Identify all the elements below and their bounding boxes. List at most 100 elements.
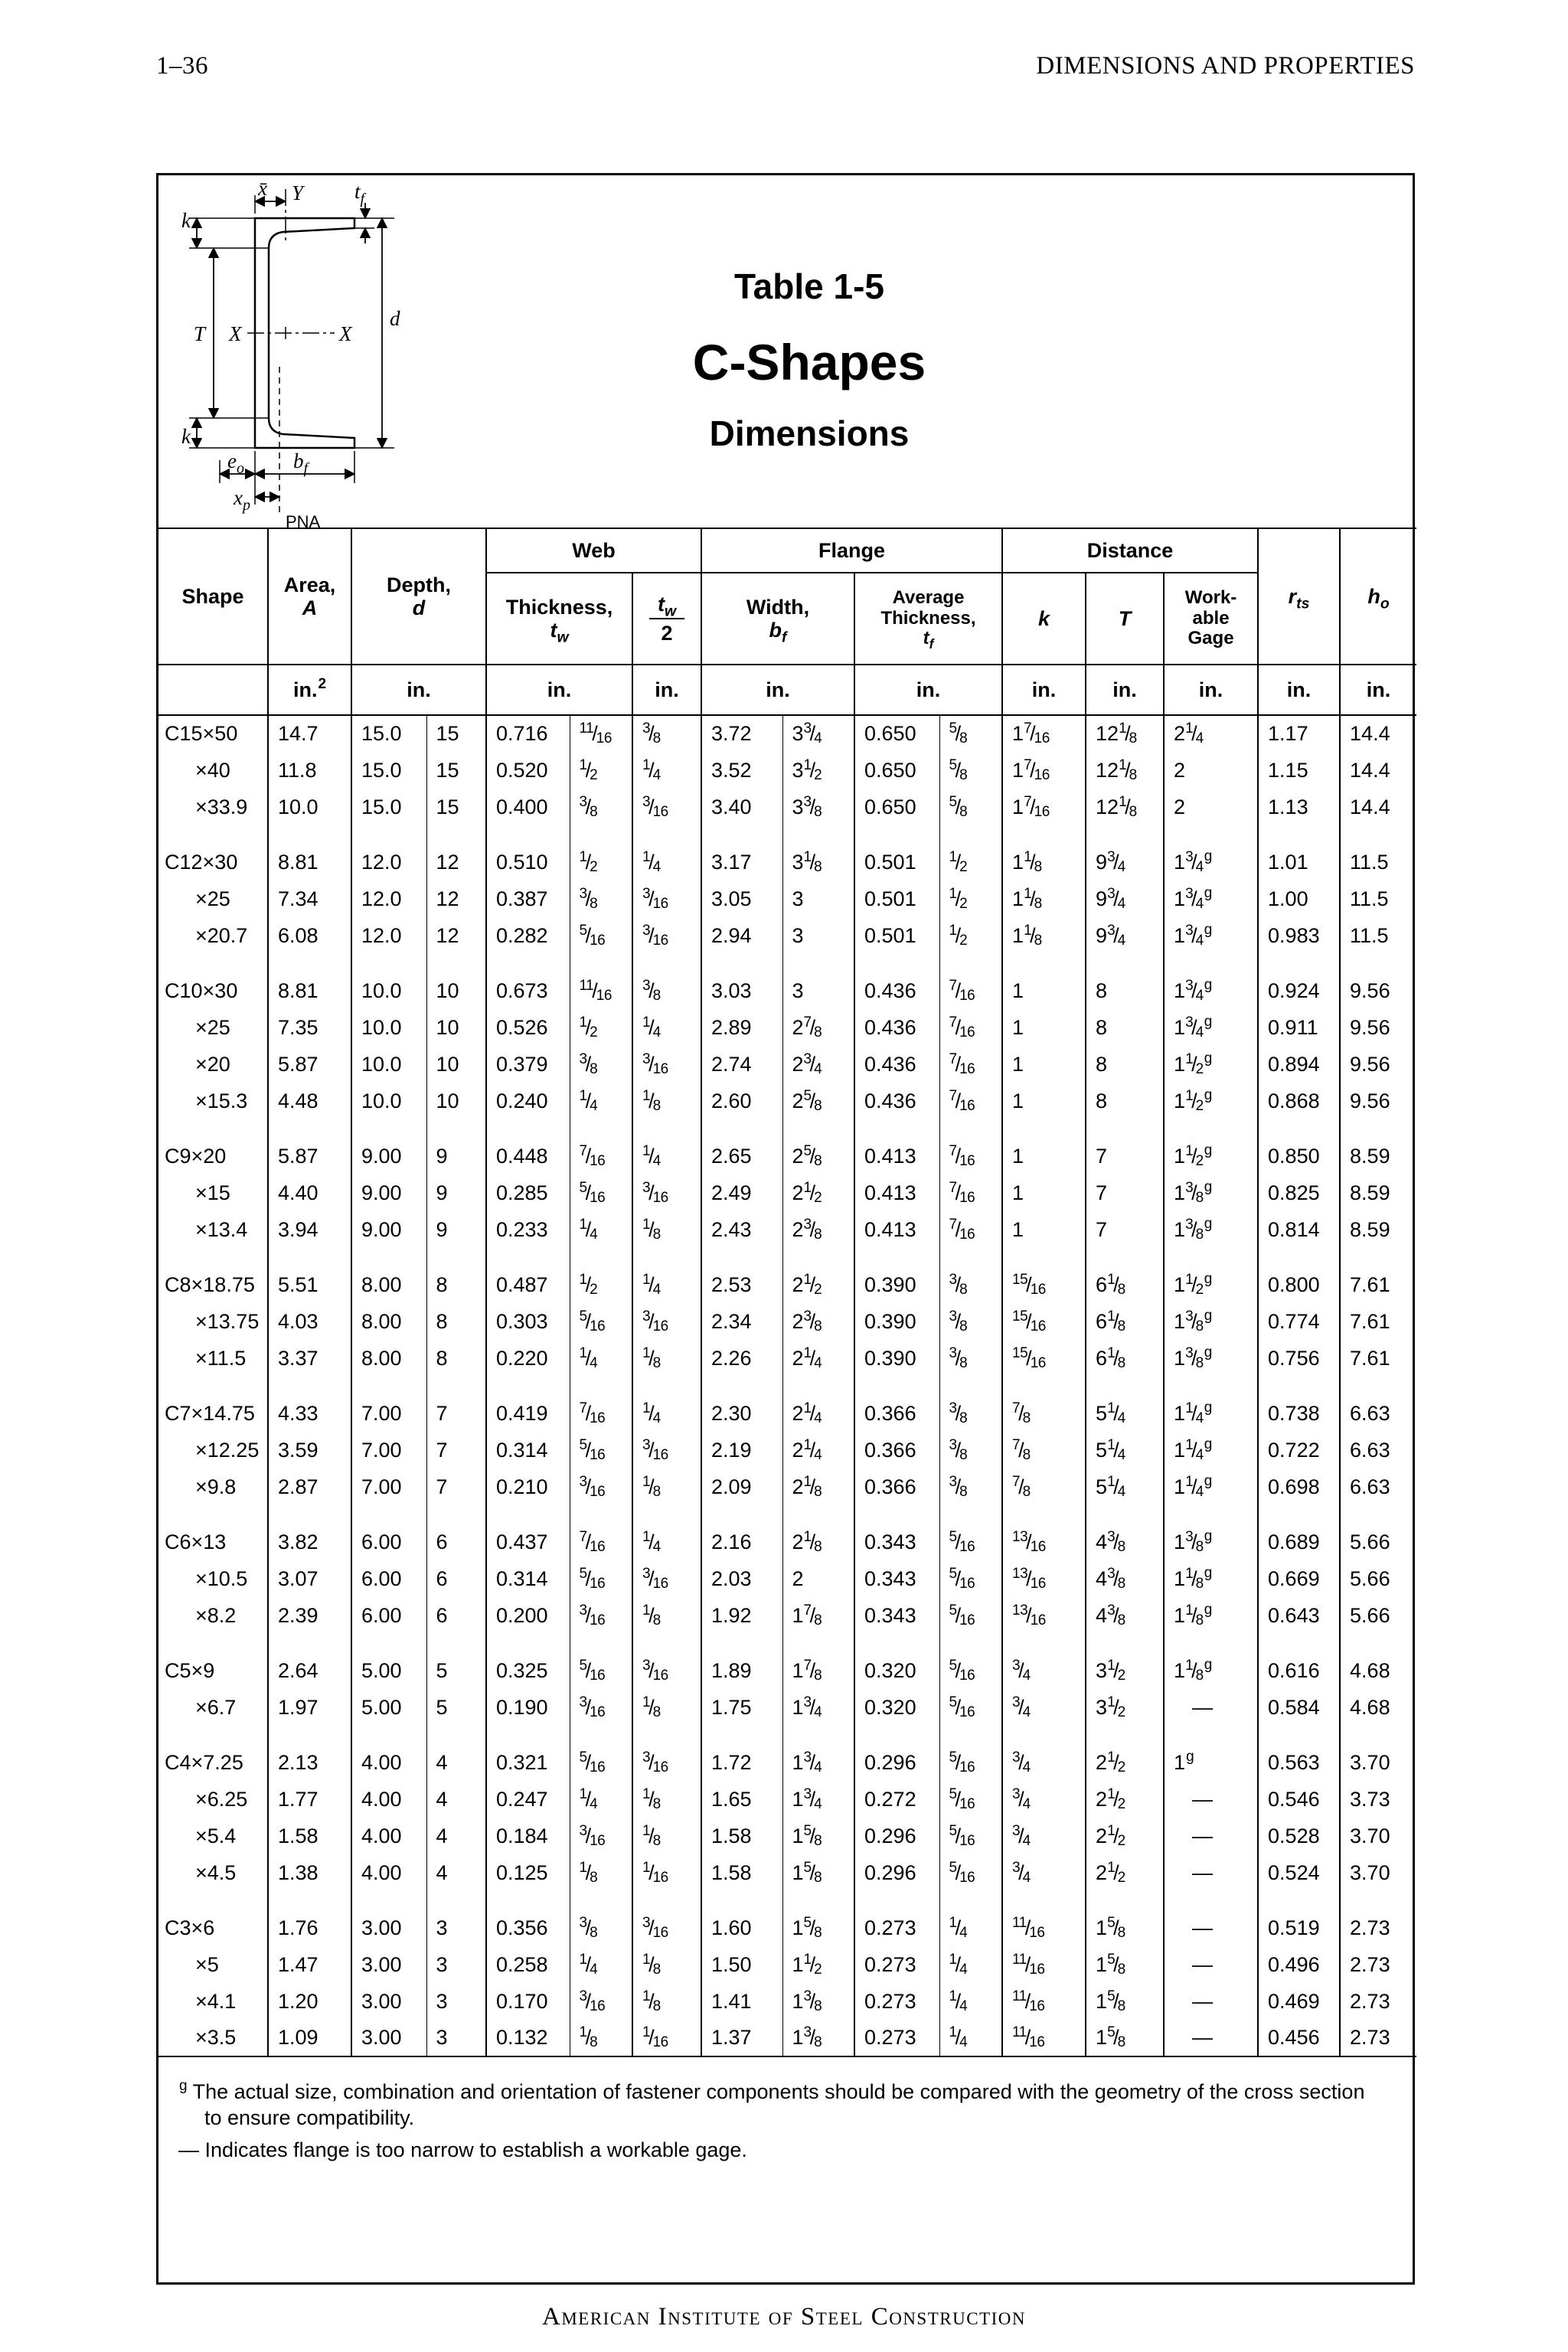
cell-bf-dec: 2.89	[701, 1009, 783, 1046]
cell-bf-frac: 21/4	[782, 1395, 856, 1432]
cell-tf-frac: 3/8	[939, 1432, 1004, 1468]
col-header-flange-thickness: Average Thickness, tf	[854, 573, 1004, 665]
shape-row: ×4.5 1.38 4.00 4 0.125 1/8 1/16 1.58 15/8 0.296 5/…	[158, 1854, 1416, 1891]
cell-depth-frac: 5	[426, 1689, 487, 1726]
cell-k: 3/4	[1002, 1652, 1087, 1689]
cell-tf-dec: 0.413	[854, 1211, 940, 1248]
cell-tf-frac: 5/8	[939, 715, 1004, 752]
cell-tf-frac: 5/16	[939, 1818, 1004, 1854]
unit-rts: in.	[1258, 665, 1341, 716]
cell-tf-dec: 0.296	[854, 1854, 940, 1891]
cell-ho: 8.59	[1350, 1181, 1390, 1204]
shape-row: ×20.7 6.08 12.0 12 0.282 5/16 3/16 2.94 3 0.501 1/…	[158, 917, 1416, 954]
cell-depth-dec: 12.0	[351, 844, 427, 880]
cell-T: 21/2	[1086, 1818, 1165, 1854]
cell-ho: 9.56	[1350, 978, 1390, 1002]
cell-area: 1.58	[268, 1818, 352, 1854]
cell-T: 43/8	[1086, 1597, 1165, 1634]
cell-k: 3/4	[1002, 1818, 1087, 1854]
cell-tw-frac: 3/16	[570, 1597, 633, 1634]
cell-k: 11/16	[1002, 1983, 1087, 2020]
cell-area: 2.39	[268, 1597, 352, 1634]
cell-tf-frac: 1/2	[939, 917, 1004, 954]
cell-gage: 2	[1164, 789, 1259, 825]
cell-T: 7	[1086, 1211, 1165, 1248]
cell-T: 15/8	[1086, 2020, 1165, 2056]
cell-area: 3.94	[268, 1211, 352, 1248]
x-axis-right-label: X	[338, 322, 353, 345]
cell-bf-frac: 27/8	[782, 1009, 856, 1046]
cell-area: 2.13	[268, 1744, 352, 1781]
cell-bf-frac: 15/8	[782, 1909, 856, 1946]
cell-bf-frac: 23/8	[782, 1303, 856, 1340]
cell-tw-half: 1/8	[632, 1818, 703, 1854]
cell-bf-frac: 21/8	[782, 1468, 856, 1505]
cell-tf-frac: 1/4	[939, 1946, 1004, 1983]
cell-rts: 0.563	[1258, 1744, 1341, 1781]
cell-area: 5.51	[268, 1266, 352, 1303]
cell-tw-dec: 0.210	[486, 1468, 570, 1505]
cell-tw-frac: 5/16	[570, 1652, 633, 1689]
shape-row: ×11.5 3.37 8.00 8 0.220 1/4 1/8 2.26 21/4 0.390 3/…	[158, 1340, 1416, 1377]
cell-depth-frac: 6	[426, 1524, 487, 1560]
cell-depth-dec: 3.00	[351, 1909, 427, 1946]
shape-row: C7×14.75 4.33 7.00 7 0.419 7/16 1/4 2.30 21/4 0.3…	[158, 1395, 1416, 1432]
cell-T: 51/4	[1086, 1468, 1165, 1505]
cell-bf-frac: 13/4	[782, 1689, 856, 1726]
cell-tw-frac: 1/4	[570, 1340, 633, 1377]
tw-half-numerator: tw	[657, 592, 677, 620]
cell-T: 121/8	[1086, 789, 1165, 825]
cell-depth-dec: 3.00	[351, 1946, 427, 1983]
cell-bf-dec: 3.17	[701, 844, 783, 880]
cell-shape: C6×13	[158, 1524, 269, 1560]
cell-k: 13/16	[1002, 1597, 1087, 1634]
cell-tf-dec: 0.273	[854, 1983, 940, 2020]
cell-tw-half: 3/16	[632, 1560, 703, 1597]
cell-shape: ×12.25	[158, 1432, 269, 1468]
cell-depth-frac: 12	[426, 917, 487, 954]
shape-row: ×15.3 4.48 10.0 10 0.240 1/4 1/8 2.60 25/8 0.436 7…	[158, 1083, 1416, 1119]
cell-shape: ×15.3	[158, 1083, 269, 1119]
cell-gage: 11/8g	[1164, 1652, 1259, 1689]
cell-shape: ×6.7	[158, 1689, 269, 1726]
unit-tw-half: in.	[632, 665, 703, 716]
shape-row: ×10.5 3.07 6.00 6 0.314 5/16 3/16 2.03 2 0.343 5/1…	[158, 1560, 1416, 1597]
cell-bf-dec: 3.72	[701, 715, 783, 752]
cell-bf-frac: 21/4	[782, 1340, 856, 1377]
cell-tw-frac: 5/16	[570, 1174, 633, 1211]
T-label: T	[194, 322, 207, 345]
cell-tw-frac: 3/16	[570, 1983, 633, 2020]
cell-shape: ×5.4	[158, 1818, 269, 1854]
cell-ho: 7.61	[1350, 1309, 1390, 1333]
cell-rts: 0.519	[1258, 1909, 1341, 1946]
cell-tf-dec: 0.501	[854, 880, 940, 917]
cell-bf-dec: 2.30	[701, 1395, 783, 1432]
cell-T: 7	[1086, 1138, 1165, 1174]
cell-depth-frac: 3	[426, 1909, 487, 1946]
shape-row: ×12.25 3.59 7.00 7 0.314 5/16 3/16 2.19 21/4 0.36…	[158, 1432, 1416, 1468]
cell-tf-dec: 0.436	[854, 1046, 940, 1083]
cell-area: 3.07	[268, 1560, 352, 1597]
cell-gage: 11/2g	[1164, 1138, 1259, 1174]
shape-row: ×15 4.40 9.00 9 0.285 5/16 3/16 2.49 21/2 0.413 7/…	[158, 1174, 1416, 1211]
cell-bf-dec: 2.03	[701, 1560, 783, 1597]
cell-gage: 2	[1164, 752, 1259, 789]
cell-tw-half: 3/16	[632, 1744, 703, 1781]
cell-shape: ×25	[158, 880, 269, 917]
cell-tf-dec: 0.366	[854, 1432, 940, 1468]
col-header-tw-half: tw 2	[632, 573, 703, 665]
cell-shape: ×15	[158, 1174, 269, 1211]
cell-k: 1	[1002, 1211, 1087, 1248]
cell-tf-frac: 7/16	[939, 1211, 1004, 1248]
cell-k: 1	[1002, 1174, 1087, 1211]
cell-tw-half: 3/16	[632, 1909, 703, 1946]
cell-tw-dec: 0.387	[486, 880, 570, 917]
cell-bf-frac: 21/2	[782, 1266, 856, 1303]
cell-bf-frac: 21/4	[782, 1432, 856, 1468]
cell-bf-frac: 31/2	[782, 752, 856, 789]
cell-depth-dec: 8.00	[351, 1303, 427, 1340]
cell-depth-frac: 8	[426, 1340, 487, 1377]
cell-tf-frac: 3/8	[939, 1340, 1004, 1377]
cell-tw-dec: 0.200	[486, 1597, 570, 1634]
cell-tf-dec: 0.343	[854, 1597, 940, 1634]
